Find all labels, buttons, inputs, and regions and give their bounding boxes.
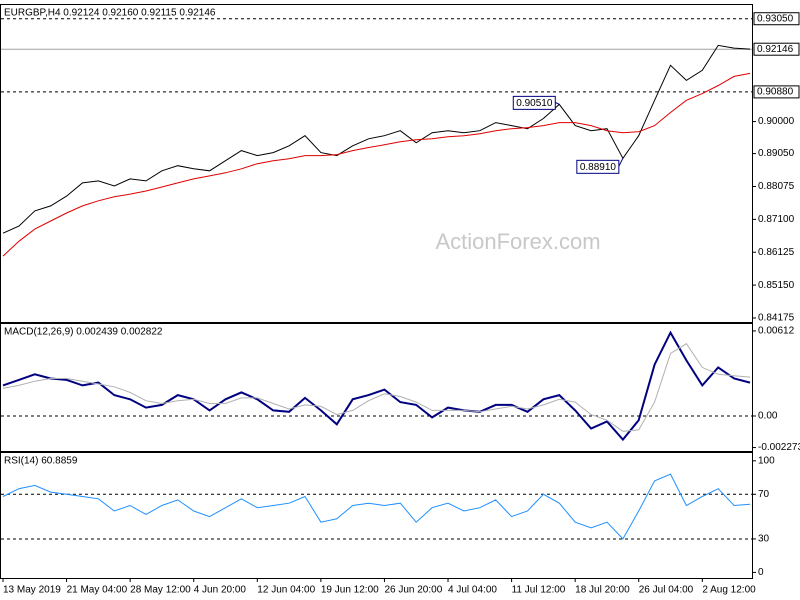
level-label-box bbox=[753, 12, 800, 26]
panel-title: MACD(12,26,9) 0.002439 0.002822 bbox=[4, 327, 163, 338]
panel-title: RSI(14) 60.8859 bbox=[4, 456, 78, 467]
panel-frame bbox=[0, 452, 753, 579]
level-label: 0.93050 bbox=[757, 13, 794, 24]
y-tick-label: 0.85150 bbox=[758, 280, 795, 291]
point-label-box bbox=[576, 159, 620, 174]
y-tick-label: 30 bbox=[758, 534, 770, 545]
x-tick-label: 4 Jul 04:00 bbox=[448, 585, 497, 596]
x-tick-label: 26 Jul 04:00 bbox=[639, 585, 694, 596]
panel-frame bbox=[0, 323, 753, 452]
x-tick-label: 28 May 12:00 bbox=[130, 585, 191, 596]
level-label: 0.92146 bbox=[757, 44, 794, 55]
y-tick-label: 100 bbox=[758, 455, 775, 466]
point-leader bbox=[555, 101, 560, 105]
x-tick-label: 26 Jun 20:00 bbox=[384, 585, 442, 596]
y-tick-label: 0.88075 bbox=[758, 181, 795, 192]
series-line bbox=[2, 330, 751, 442]
series-line bbox=[2, 44, 751, 234]
series-line bbox=[2, 72, 751, 257]
point-label: 0.90510 bbox=[516, 98, 553, 109]
x-tick-label: 2 Aug 12:00 bbox=[702, 585, 756, 596]
point-label-box bbox=[512, 95, 556, 110]
x-tick-label: 4 Jun 20:00 bbox=[194, 585, 247, 596]
panel-frame bbox=[0, 4, 753, 323]
y-tick-label: -0.002273 bbox=[758, 442, 800, 453]
y-tick-label: 0.00 bbox=[758, 411, 778, 422]
y-tick-label: 0.90000 bbox=[758, 116, 795, 127]
series-line bbox=[2, 473, 751, 540]
x-tick-label: 12 Jun 04:00 bbox=[257, 585, 315, 596]
y-tick-label: 0.87100 bbox=[758, 214, 795, 225]
point-label: 0.88910 bbox=[580, 162, 617, 173]
series-line bbox=[2, 343, 751, 432]
x-tick-label: 13 May 2019 bbox=[3, 585, 61, 596]
x-tick-label: 18 Jul 20:00 bbox=[575, 585, 630, 596]
panel-title: EURGBP,H4 0.92124 0.92160 0.92115 0.9214… bbox=[4, 8, 216, 19]
x-tick-label: 19 Jun 12:00 bbox=[321, 585, 379, 596]
point-leader bbox=[618, 158, 624, 167]
y-tick-label: 0 bbox=[758, 567, 764, 578]
level-label-box bbox=[753, 42, 800, 56]
y-tick-label: 0.00612 bbox=[758, 326, 795, 337]
y-tick-label: 0.89050 bbox=[758, 148, 795, 159]
watermark: ActionForex.com bbox=[435, 229, 600, 254]
y-tick-label: 0.86125 bbox=[758, 247, 795, 258]
x-tick-label: 21 May 04:00 bbox=[67, 585, 128, 596]
y-tick-label: 70 bbox=[758, 489, 770, 500]
y-tick-label: 0.84175 bbox=[758, 313, 795, 324]
level-label-box bbox=[753, 85, 800, 99]
x-tick-label: 11 Jul 12:00 bbox=[512, 585, 566, 596]
level-label: 0.90880 bbox=[757, 87, 794, 98]
